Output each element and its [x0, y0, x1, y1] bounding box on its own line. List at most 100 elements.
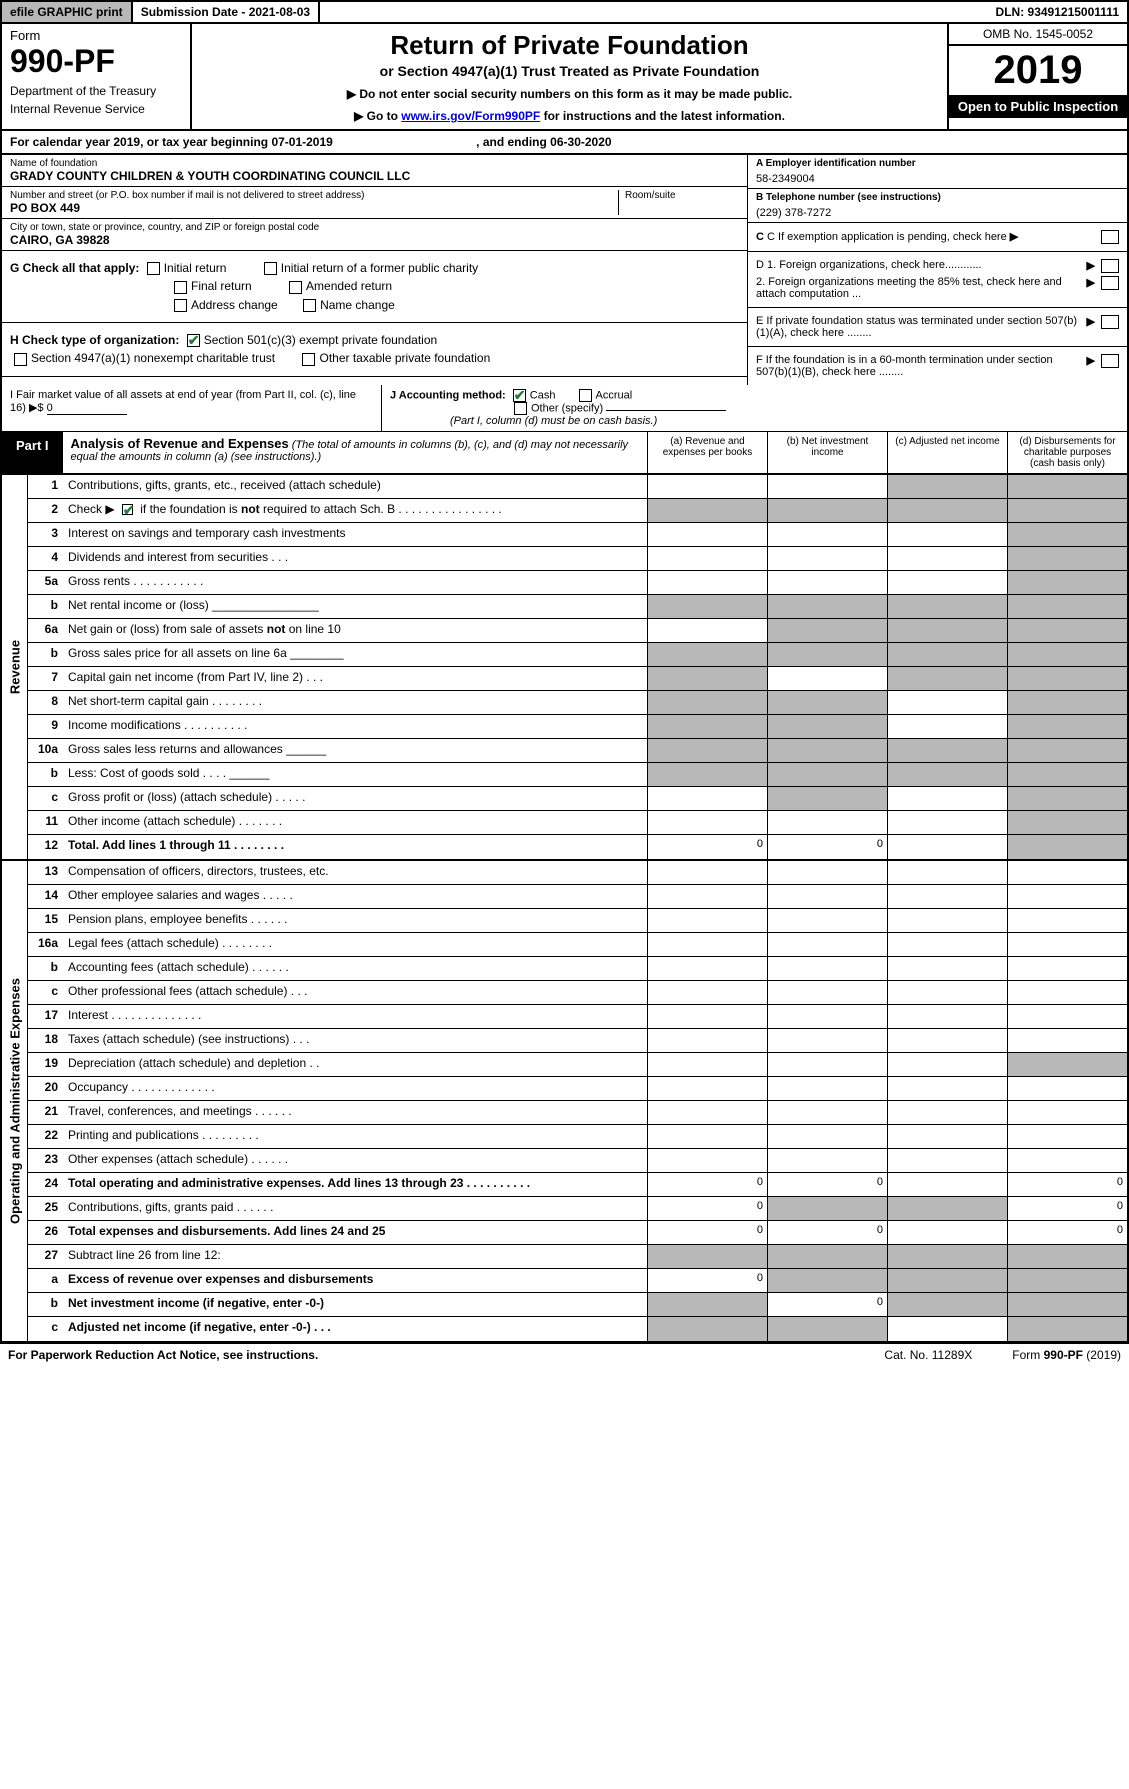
cell — [887, 1077, 1007, 1100]
cell — [767, 1077, 887, 1100]
cb-cash[interactable] — [513, 389, 526, 402]
cell — [647, 643, 767, 666]
cell — [767, 691, 887, 714]
cb-amended-return[interactable] — [289, 281, 302, 294]
cell — [887, 1053, 1007, 1076]
cell — [647, 933, 767, 956]
cell — [647, 523, 767, 546]
cell — [887, 1125, 1007, 1148]
cell — [1007, 1149, 1127, 1172]
cell — [887, 619, 1007, 642]
table-row: 11Other income (attach schedule) . . . .… — [28, 811, 1127, 835]
row-number: b — [28, 595, 64, 618]
cell — [767, 763, 887, 786]
cb-initial-return[interactable] — [147, 262, 160, 275]
cell — [1007, 1245, 1127, 1268]
row-desc: Adjusted net income (if negative, enter … — [64, 1317, 647, 1341]
row-number: 12 — [28, 835, 64, 859]
cell — [887, 1029, 1007, 1052]
row-number: 21 — [28, 1101, 64, 1124]
cell — [767, 1125, 887, 1148]
cell — [887, 1149, 1007, 1172]
row-desc: Gross sales price for all assets on line… — [64, 643, 647, 666]
page-footer: For Paperwork Reduction Act Notice, see … — [0, 1343, 1129, 1366]
cell — [647, 861, 767, 884]
cb-60month[interactable] — [1101, 354, 1119, 368]
row-number: 17 — [28, 1005, 64, 1028]
table-row: 17Interest . . . . . . . . . . . . . . — [28, 1005, 1127, 1029]
irs-link[interactable]: www.irs.gov/Form990PF — [401, 109, 540, 123]
cb-accrual[interactable] — [579, 389, 592, 402]
section-i-j: I Fair market value of all assets at end… — [0, 385, 1129, 432]
cell — [1007, 547, 1127, 570]
row-desc: Check ▶ if the foundation is not require… — [64, 499, 647, 522]
cb-name-change[interactable] — [303, 299, 316, 312]
table-row: bGross sales price for all assets on lin… — [28, 643, 1127, 667]
cb-other-taxable[interactable] — [302, 353, 315, 366]
cell — [647, 499, 767, 522]
cell — [767, 957, 887, 980]
cat-no: Cat. No. 11289X — [884, 1348, 972, 1362]
dept-treasury: Department of the Treasury — [10, 84, 182, 98]
row-number: a — [28, 1269, 64, 1292]
cell — [767, 739, 887, 762]
cell — [887, 1005, 1007, 1028]
cell: 0 — [647, 1221, 767, 1244]
cb-4947a1[interactable] — [14, 353, 27, 366]
row-number: 20 — [28, 1077, 64, 1100]
cell: 0 — [1007, 1197, 1127, 1220]
cb-exemption-pending[interactable] — [1101, 230, 1119, 244]
cell — [887, 739, 1007, 762]
efile-button[interactable]: efile GRAPHIC print — [2, 2, 133, 22]
cb-address-change[interactable] — [174, 299, 187, 312]
cell — [767, 1149, 887, 1172]
row-number: b — [28, 1293, 64, 1316]
row-number: b — [28, 957, 64, 980]
dln: DLN: 93491215001111 — [988, 2, 1127, 22]
cell: 0 — [767, 1173, 887, 1196]
row-desc: Dividends and interest from securities .… — [64, 547, 647, 570]
submission-date: Submission Date - 2021-08-03 — [133, 2, 320, 22]
irs-label: Internal Revenue Service — [10, 102, 182, 116]
table-row: 19Depreciation (attach schedule) and dep… — [28, 1053, 1127, 1077]
cell — [767, 885, 887, 908]
cell — [887, 763, 1007, 786]
table-row: cAdjusted net income (if negative, enter… — [28, 1317, 1127, 1341]
cell — [1007, 499, 1127, 522]
row-number: c — [28, 1317, 64, 1341]
cell — [767, 933, 887, 956]
cell: 0 — [767, 1221, 887, 1244]
row-desc: Excess of revenue over expenses and disb… — [64, 1269, 647, 1292]
cell — [647, 1293, 767, 1316]
col-a: (a) Revenue and expenses per books — [647, 432, 767, 473]
cell — [767, 1053, 887, 1076]
form-number: 990-PF — [10, 43, 182, 80]
cb-other-method[interactable] — [514, 402, 527, 415]
column-headers: (a) Revenue and expenses per books (b) N… — [647, 432, 1127, 473]
cell — [1007, 1101, 1127, 1124]
row-number: 2 — [28, 499, 64, 522]
row-number: 26 — [28, 1221, 64, 1244]
table-row: 2Check ▶ if the foundation is not requir… — [28, 499, 1127, 523]
cb-final-return[interactable] — [174, 281, 187, 294]
cell — [887, 1293, 1007, 1316]
cb-initial-former[interactable] — [264, 262, 277, 275]
form-ref: Form 990-PF (2019) — [1012, 1348, 1121, 1362]
cb-501c3[interactable] — [187, 334, 200, 347]
table-row: 1Contributions, gifts, grants, etc., rec… — [28, 475, 1127, 499]
table-row: cGross profit or (loss) (attach schedule… — [28, 787, 1127, 811]
cb-status-terminated[interactable] — [1101, 315, 1119, 329]
cell — [887, 1221, 1007, 1244]
cell — [887, 499, 1007, 522]
table-row: 22Printing and publications . . . . . . … — [28, 1125, 1127, 1149]
row-desc: Income modifications . . . . . . . . . . — [64, 715, 647, 738]
row-number: c — [28, 981, 64, 1004]
row-number: 15 — [28, 909, 64, 932]
cell — [887, 643, 1007, 666]
cell — [887, 1173, 1007, 1196]
ssn-warning: ▶ Do not enter social security numbers o… — [198, 87, 941, 101]
cb-foreign-org[interactable] — [1101, 259, 1119, 273]
cell — [767, 1101, 887, 1124]
table-row: 27Subtract line 26 from line 12: — [28, 1245, 1127, 1269]
cb-85pct-test[interactable] — [1101, 276, 1119, 290]
